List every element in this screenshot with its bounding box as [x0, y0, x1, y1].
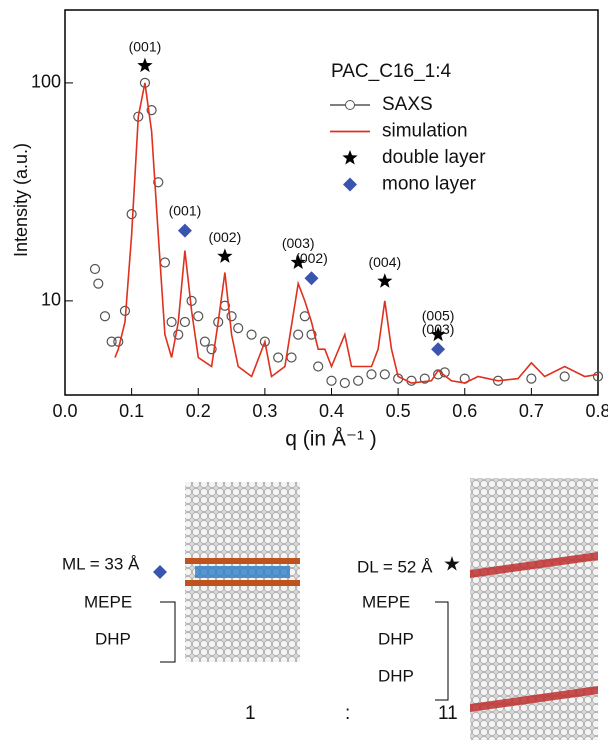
- peak-label: (002): [295, 250, 328, 266]
- legend-label: simulation: [382, 121, 468, 142]
- saxs-point: [233, 323, 244, 334]
- saxs-point: [146, 105, 157, 116]
- illustration: ★ ML = 33 Å MEPE DHP 1 : DL = 52 Å MEPE …: [62, 478, 598, 740]
- star-marker: [137, 57, 153, 73]
- x-tick-label: 0.7: [519, 401, 544, 421]
- saxs-point: [526, 373, 537, 384]
- diamond-icon: [153, 565, 167, 579]
- saxs-point: [326, 375, 337, 386]
- legend-swatch: [343, 177, 357, 192]
- polar-band: [195, 566, 290, 578]
- x-tick-label: 0.0: [52, 401, 77, 421]
- saxs-point: [226, 311, 237, 322]
- peak-label: (002): [209, 229, 242, 245]
- ratio-label: 11: [438, 703, 458, 724]
- x-tick-label: 0.2: [186, 401, 211, 421]
- ratio-label: 1: [245, 703, 256, 724]
- polar-band: [470, 685, 598, 712]
- saxs-point: [246, 329, 257, 340]
- bracket: [435, 601, 449, 701]
- legend-title: PAC_C16_1:4: [331, 61, 451, 82]
- layer-label: MEPE: [362, 592, 410, 611]
- y-axis-label: Intensity (a.u.): [11, 143, 31, 257]
- x-tick-label: 0.1: [119, 401, 144, 421]
- legend-swatch: [342, 150, 358, 165]
- x-tick-label: 0.8: [585, 401, 608, 421]
- saxs-point: [206, 344, 217, 355]
- diamond-marker: [177, 223, 192, 238]
- saxs-point: [153, 177, 164, 188]
- peak-label: (005): [422, 307, 455, 323]
- star-marker: [290, 254, 306, 269]
- x-tick-label: 0.4: [319, 401, 344, 421]
- saxs-point: [286, 352, 297, 363]
- diamond-marker: [304, 271, 319, 286]
- saxs-point: [193, 311, 204, 322]
- x-tick-label: 0.3: [252, 401, 277, 421]
- peak-label: (003): [422, 321, 455, 337]
- ratio-separator: :: [345, 703, 350, 724]
- x-tick-label: 0.6: [452, 401, 477, 421]
- polar-band: [185, 580, 300, 586]
- saxs-point: [89, 263, 101, 275]
- size-label: ML = 33 Å: [62, 554, 140, 573]
- saxs-point: [93, 278, 104, 289]
- bracket: [160, 601, 176, 663]
- saxs-point: [273, 352, 284, 363]
- legend-swatch: [345, 100, 355, 110]
- saxs-point: [293, 329, 304, 340]
- saxs-point: [179, 316, 191, 328]
- polar-band: [185, 558, 300, 564]
- peak-label: (004): [368, 254, 401, 270]
- star-marker: [217, 248, 233, 263]
- x-axis-label: q (in Å⁻¹ ): [285, 428, 377, 451]
- saxs-point: [166, 316, 177, 328]
- saxs-point: [126, 209, 137, 220]
- layer-label: DHP: [95, 629, 131, 648]
- saxs-point: [173, 329, 184, 340]
- layer-label: MEPE: [84, 592, 132, 611]
- legend-label: mono layer: [382, 174, 477, 195]
- saxs-point: [199, 336, 211, 347]
- saxs-point: [306, 329, 317, 340]
- saxs-point: [259, 336, 270, 347]
- saxs-point: [366, 369, 377, 380]
- saxs-point: [99, 311, 111, 322]
- saxs-point: [313, 361, 324, 372]
- saxs-point: [379, 369, 390, 380]
- peak-label: (001): [169, 202, 202, 218]
- polar-band: [470, 551, 598, 578]
- x-tick-label: 0.5: [386, 401, 411, 421]
- y-tick-label: 10: [41, 290, 61, 310]
- saxs-point: [159, 257, 171, 268]
- star-marker: [377, 273, 393, 288]
- diamond-marker: [431, 342, 446, 357]
- legend-label: double layer: [382, 147, 486, 168]
- peak-label: (003): [282, 235, 315, 251]
- simulation-line: [114, 82, 599, 384]
- saxs-point: [419, 373, 430, 384]
- y-tick-label: 100: [31, 72, 61, 92]
- star-marker: [430, 326, 446, 342]
- saxs-point: [106, 336, 117, 347]
- saxs-point: [592, 371, 604, 382]
- peak-label: (001): [129, 38, 162, 54]
- saxs-point: [339, 377, 350, 389]
- layer-label: DHP: [378, 629, 414, 648]
- layer-label: DHP: [378, 666, 414, 685]
- saxs-point: [559, 371, 570, 382]
- star-icon: ★: [443, 553, 461, 575]
- size-label: DL = 52 Å: [357, 557, 433, 576]
- legend-label: SAXS: [382, 94, 433, 115]
- saxs-point: [353, 375, 364, 386]
